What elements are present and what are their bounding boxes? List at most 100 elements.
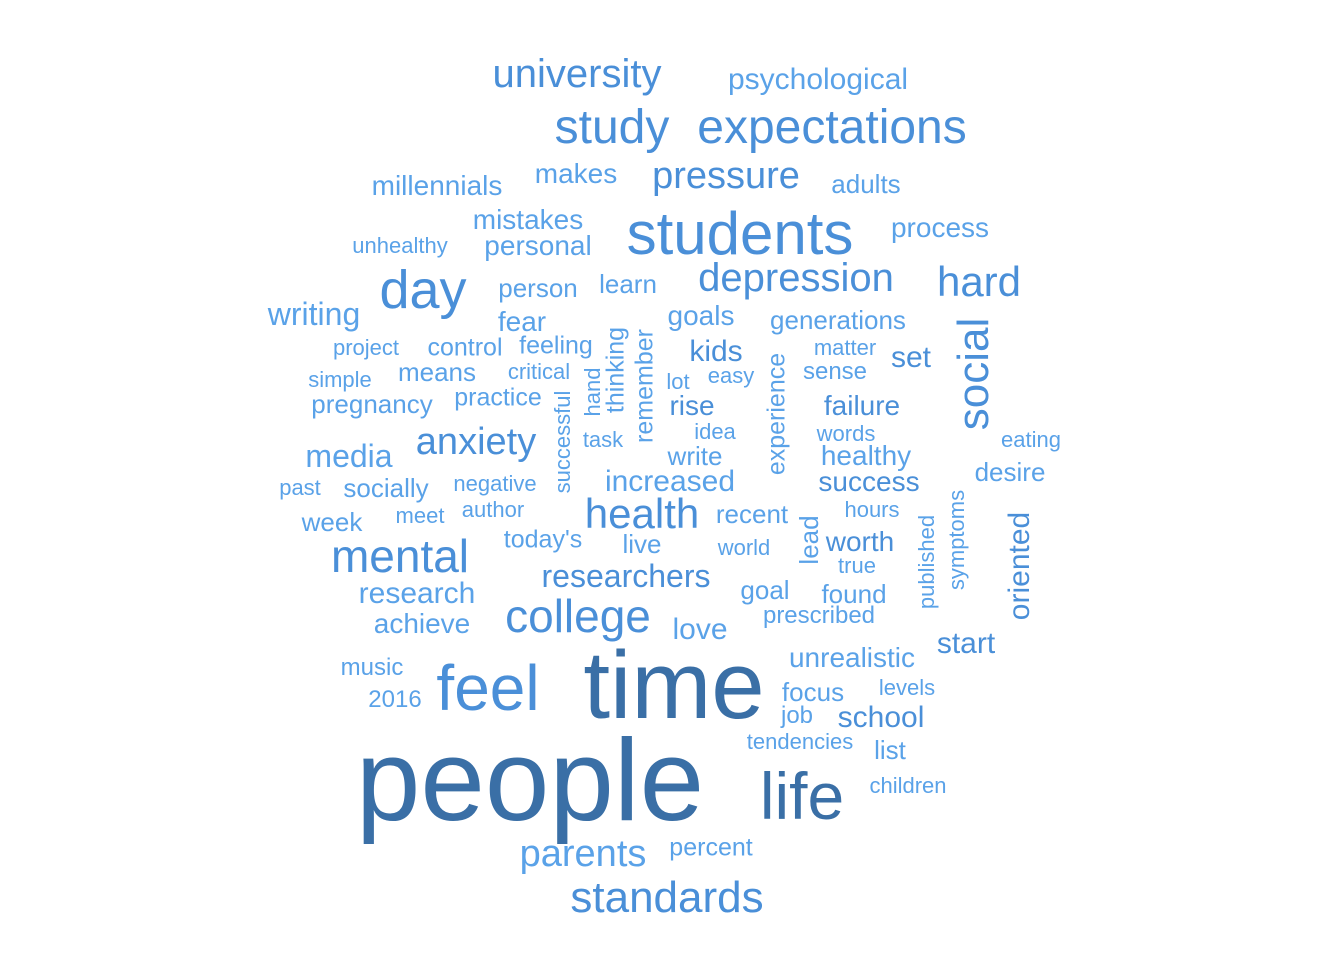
word-research: research [358,577,476,610]
word-remember: remember [630,329,659,443]
word-todays: today's [503,525,583,554]
word-generations: generations [770,305,906,335]
word-task: task [582,427,624,452]
word-fear: fear [497,306,547,337]
word-focus: focus [781,677,845,707]
word-health: health [584,490,700,537]
word-write: write [667,441,723,471]
word-job: job [780,702,814,729]
word-project: project [332,335,400,360]
word-hours: hours [844,497,900,522]
word-day: day [379,260,467,320]
word-oriented: oriented [1003,511,1036,621]
word-socially: socially [343,473,429,503]
word-successful: successful [550,390,575,494]
word-social: social [949,317,998,431]
word-tendencies: tendencies [746,729,854,754]
word-desire: desire [974,457,1046,487]
word-students: students [626,200,854,267]
word-words: words [816,421,876,446]
word-easy: easy [707,363,755,388]
word-anxiety: anxiety [415,421,537,463]
word-study: study [554,101,670,154]
word-eating: eating [1001,427,1061,452]
word-means: means [397,357,477,387]
word-media: media [305,438,393,474]
word-writing: writing [267,296,361,332]
word-university: university [492,52,662,96]
word-life: life [759,759,845,833]
word-failure: failure [823,390,901,421]
word-list: list [874,735,906,765]
word-makes: makes [534,158,618,189]
word-adults: adults [831,169,901,199]
word-expectations: expectations [697,101,967,154]
word-practice: practice [454,383,542,412]
word-set: set [890,341,932,374]
word-depression: depression [698,256,894,300]
word-healthy: healthy [820,440,912,471]
word-psychological: psychological [727,63,909,96]
word-unhealthy: unhealthy [352,233,448,258]
word-feel: feel [436,652,540,724]
word-experience: experience [762,352,791,476]
word-prescribed: prescribed [762,602,876,629]
word-personal: personal [484,230,592,261]
word-hard: hard [936,258,1022,305]
word-published: published [914,514,939,610]
word-mistakes: mistakes [472,204,584,235]
word-true: true [838,553,876,578]
word-week: week [301,507,363,537]
word-pressure: pressure [652,155,800,197]
word-live: live [622,529,662,559]
word-worth: worth [825,526,895,557]
word-rise: rise [669,390,715,421]
word-goals: goals [667,300,735,331]
word-time: time [583,632,765,739]
word-2016: 2016 [368,686,422,713]
word-idea: idea [694,419,736,444]
word-past: past [279,475,321,500]
word-pregnancy: pregnancy [311,389,433,419]
word-goal: goal [740,575,790,605]
word-increased: increased [604,465,736,498]
word-critical: critical [507,359,571,384]
word-recent: recent [715,499,789,529]
word-school: school [837,701,925,734]
word-achieve: achieve [373,608,471,639]
word-standards: standards [570,873,764,922]
word-negative: negative [453,471,537,496]
word-parents: parents [519,833,647,875]
word-college: college [505,590,651,642]
word-mental: mental [330,530,470,582]
word-kids: kids [689,335,743,368]
word-learn: learn [599,269,657,299]
word-found: found [821,579,887,609]
word-start: start [936,627,996,660]
word-symptoms: symptoms [944,489,969,591]
word-levels: levels [878,675,936,700]
word-lead: lead [794,515,824,565]
word-person: person [498,273,578,303]
word-feeling: feeling [519,331,593,360]
word-matter: matter [813,335,877,360]
word-children: children [869,773,947,798]
word-thinking: thinking [601,326,630,414]
word-process: process [890,212,990,243]
word-world: world [717,535,771,560]
word-unrealistic: unrealistic [788,642,916,673]
word-lot: lot [666,369,690,394]
word-control: control [427,333,503,362]
word-music: music [340,654,404,681]
word-simple: simple [308,367,372,392]
word-love: love [672,613,728,646]
word-researchers: researchers [541,558,711,594]
word-percent: percent [669,833,753,862]
word-meet: meet [395,503,445,528]
word-success: success [818,466,920,497]
word-hand: hand [580,367,605,417]
word-author: author [461,497,525,522]
word-millennials: millennials [371,170,503,201]
word-people: people [355,715,705,845]
